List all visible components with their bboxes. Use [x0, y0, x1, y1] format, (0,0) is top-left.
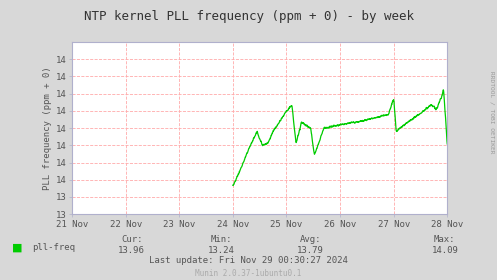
Text: Cur:: Cur: — [121, 235, 143, 244]
Text: Min:: Min: — [210, 235, 232, 244]
Y-axis label: PLL frequency (ppm + 0): PLL frequency (ppm + 0) — [43, 66, 52, 190]
Text: Avg:: Avg: — [300, 235, 322, 244]
Text: Last update: Fri Nov 29 00:30:27 2024: Last update: Fri Nov 29 00:30:27 2024 — [149, 256, 348, 265]
Text: Munin 2.0.37-1ubuntu0.1: Munin 2.0.37-1ubuntu0.1 — [195, 269, 302, 278]
Text: 13.24: 13.24 — [208, 246, 235, 255]
Text: 14.09: 14.09 — [431, 246, 458, 255]
Text: 13.79: 13.79 — [297, 246, 324, 255]
Text: ■: ■ — [12, 243, 23, 253]
Text: RRDTOOL / TOBI OETIKER: RRDTOOL / TOBI OETIKER — [490, 71, 495, 153]
Text: NTP kernel PLL frequency (ppm + 0) - by week: NTP kernel PLL frequency (ppm + 0) - by … — [83, 10, 414, 23]
Text: pll-freq: pll-freq — [32, 243, 76, 252]
Text: 13.96: 13.96 — [118, 246, 145, 255]
Text: Max:: Max: — [434, 235, 456, 244]
